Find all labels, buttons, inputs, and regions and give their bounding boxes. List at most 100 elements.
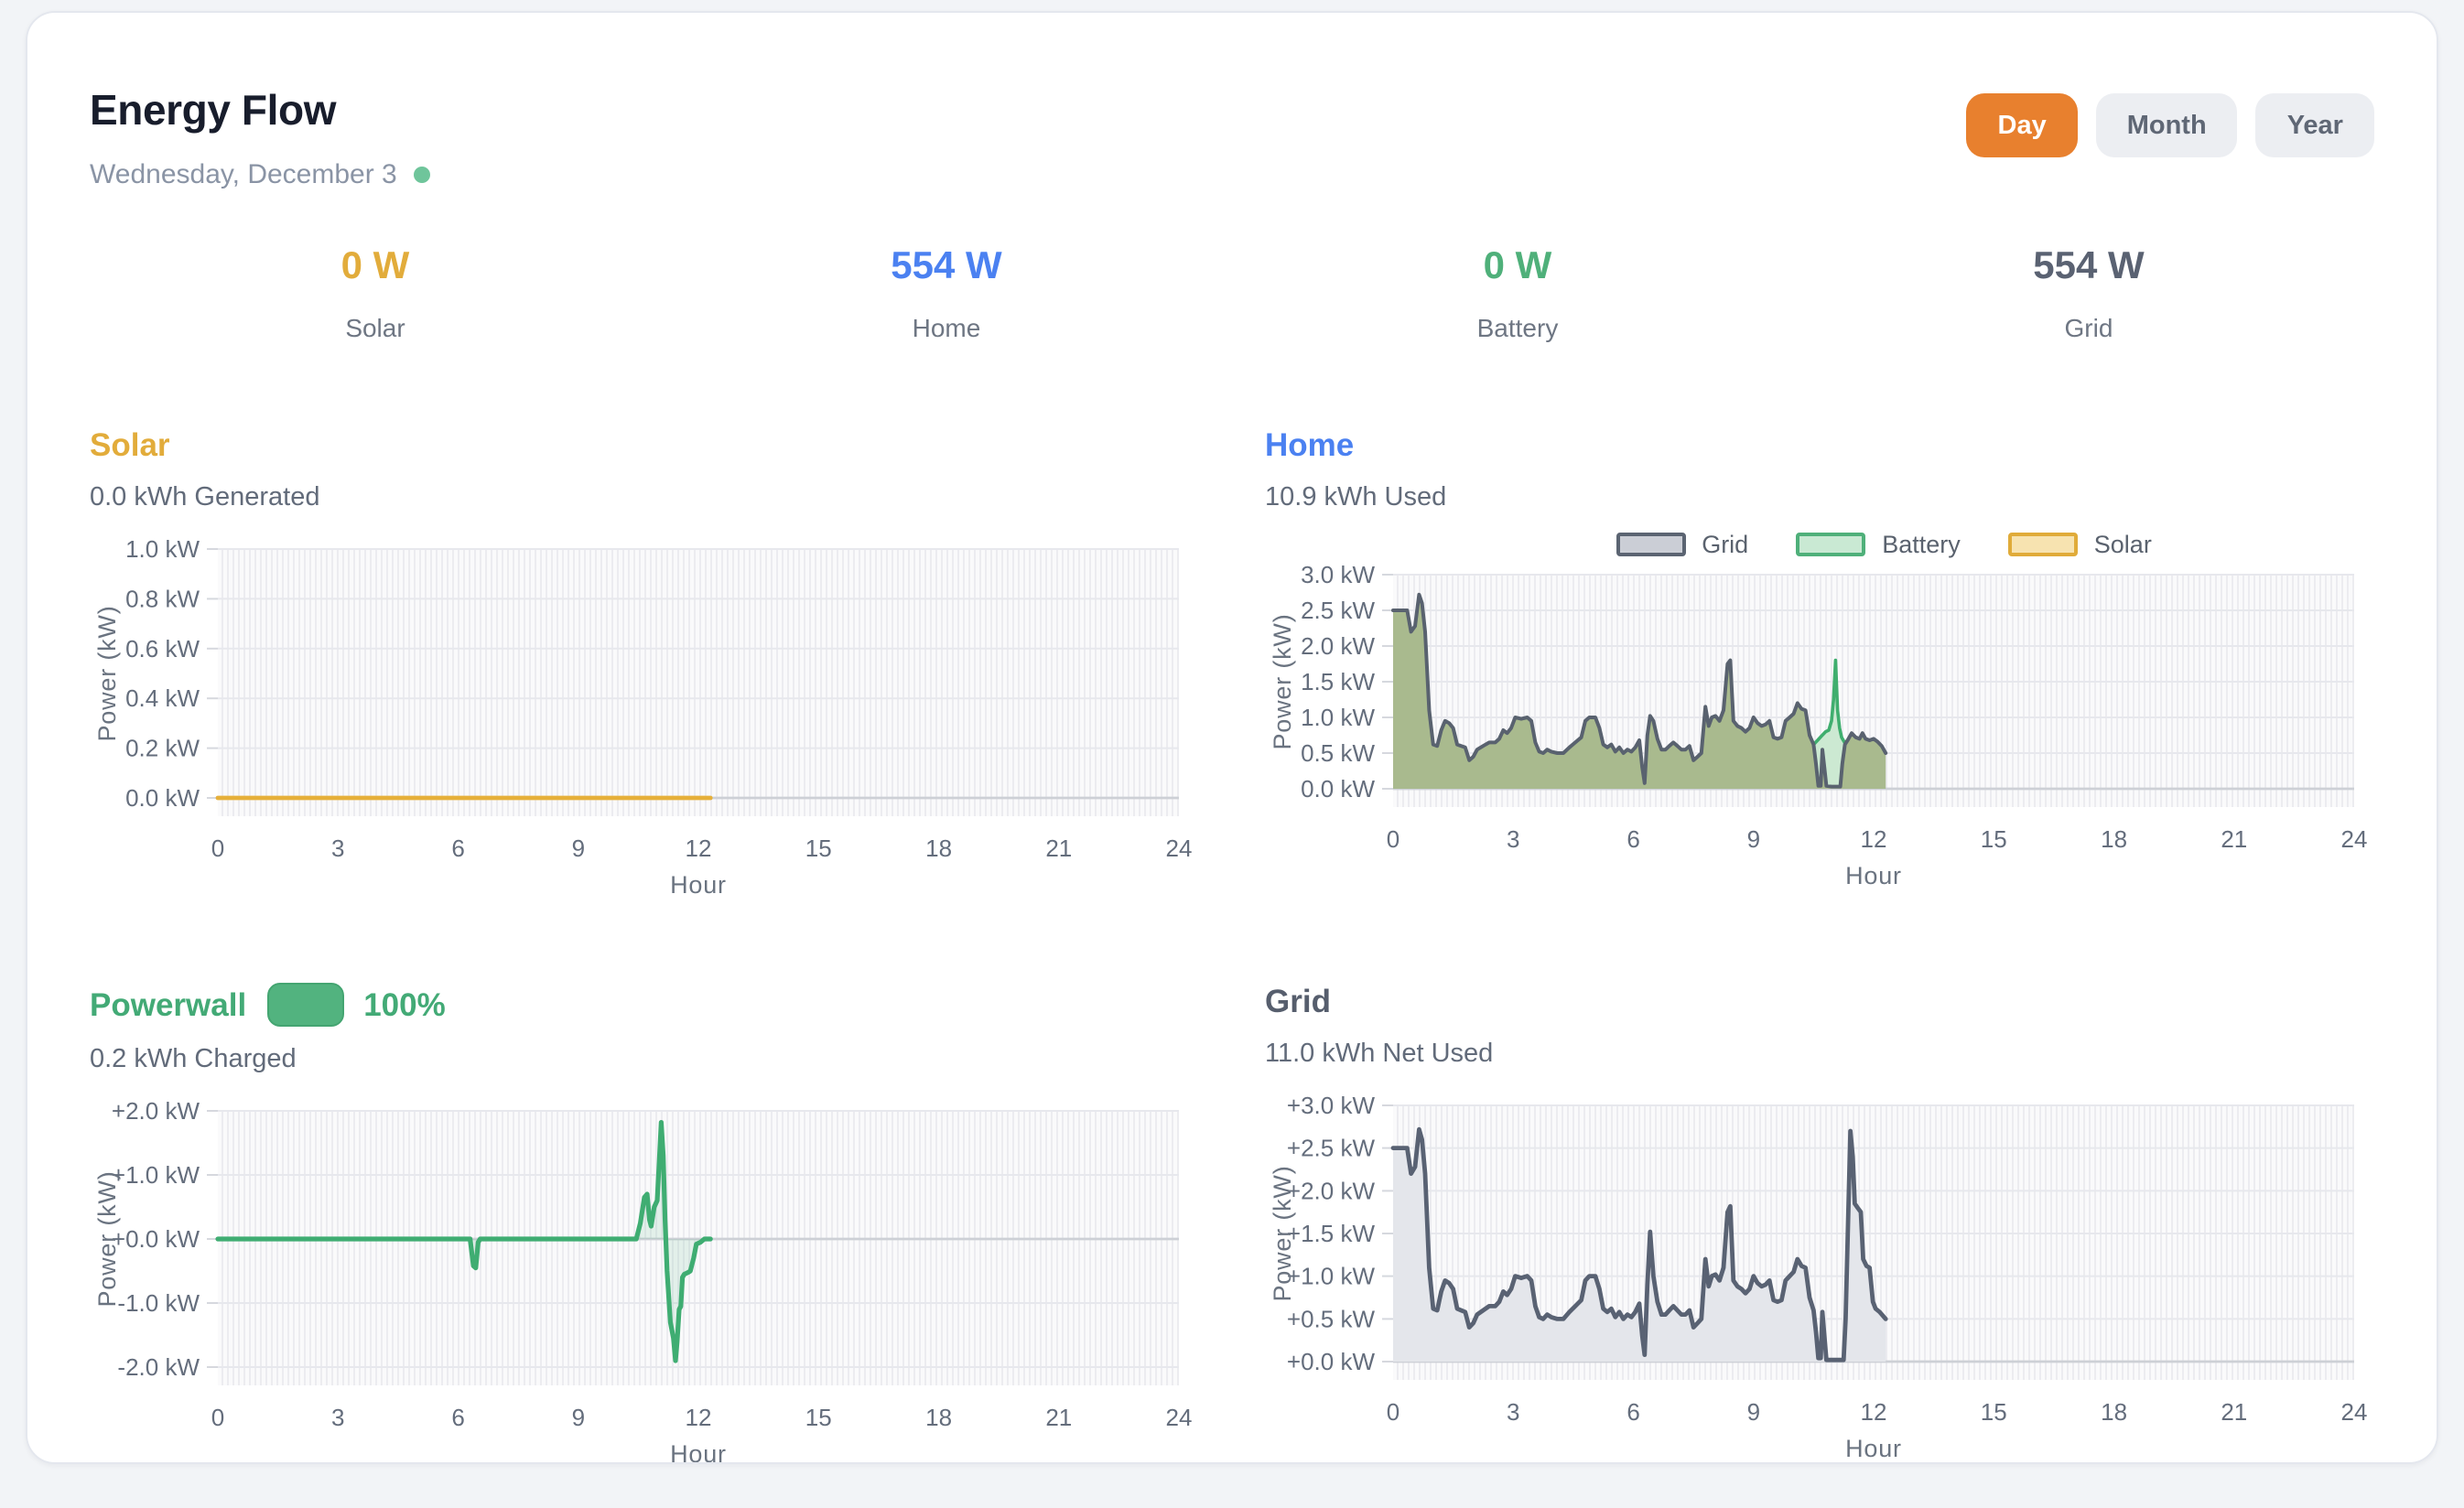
svg-text:12: 12 <box>686 835 712 862</box>
svg-text:9: 9 <box>572 1404 585 1431</box>
svg-text:0.0 kW: 0.0 kW <box>1301 775 1375 802</box>
svg-text:0: 0 <box>1387 1398 1400 1426</box>
svg-text:2.5 kW: 2.5 kW <box>1301 597 1375 624</box>
battery-level-icon <box>266 983 344 1027</box>
svg-text:+3.0 kW: +3.0 kW <box>1287 1094 1376 1119</box>
stat-solar: 0 W Solar <box>90 245 661 342</box>
home-chart-plot: 3.0 kW 2.5 kW 2.0 kW 1.5 kW 1.0 kW 0.5 kW 0.0 … <box>1269 561 2367 889</box>
range-button-month[interactable]: Month <box>2095 93 2238 157</box>
home-chart-section: Home 10.9 kWh Used Grid Battery Solar <box>1265 426 2374 910</box>
svg-text:6: 6 <box>1626 1398 1639 1426</box>
svg-text:18: 18 <box>2101 825 2127 853</box>
svg-text:+1.0 kW: +1.0 kW <box>112 1161 200 1189</box>
svg-text:0: 0 <box>211 1404 224 1431</box>
svg-text:Power (kW): Power (kW) <box>93 1171 121 1308</box>
legend-swatch-grid <box>1616 532 1686 555</box>
svg-text:15: 15 <box>1981 825 2007 853</box>
svg-text:18: 18 <box>925 1404 952 1431</box>
stat-solar-label: Solar <box>345 313 405 342</box>
home-chart: 3.0 kW 2.5 kW 2.0 kW 1.5 kW 1.0 kW 0.5 kW 0.0 … <box>1265 561 2374 900</box>
svg-text:+0.5 kW: +0.5 kW <box>1287 1305 1376 1332</box>
page-title: Energy Flow <box>90 86 337 134</box>
svg-text:+1.5 kW: +1.5 kW <box>1287 1220 1376 1247</box>
svg-text:24: 24 <box>2341 1398 2368 1426</box>
powerwall-title-text: Powerwall <box>90 986 247 1022</box>
svg-text:0.8 kW: 0.8 kW <box>125 585 200 612</box>
svg-text:24: 24 <box>1166 835 1193 862</box>
energy-flow-card: Energy Flow Wednesday, December 3 Day Mo… <box>26 11 2438 1464</box>
svg-text:0: 0 <box>1387 825 1400 853</box>
svg-text:18: 18 <box>2101 1398 2127 1426</box>
grid-chart-plot: +3.0 kW +2.5 kW +2.0 kW +1.5 kW +1.0 kW +0.5 … <box>1269 1092 2368 1462</box>
stat-home-label: Home <box>912 313 981 342</box>
svg-text:2.0 kW: 2.0 kW <box>1301 632 1375 660</box>
svg-text:6: 6 <box>1626 825 1639 853</box>
svg-text:9: 9 <box>572 835 585 862</box>
svg-text:0.4 kW: 0.4 kW <box>125 684 200 712</box>
legend-label-grid: Grid <box>1702 530 1749 557</box>
stat-battery-label: Battery <box>1476 313 1559 342</box>
svg-text:21: 21 <box>1045 1404 1072 1431</box>
stat-battery-value: 0 W <box>1483 245 1552 287</box>
svg-text:3: 3 <box>331 835 344 862</box>
svg-text:3: 3 <box>1507 825 1519 853</box>
grid-chart-section: Grid 11.0 kWh Net Used +3.0 kW +2.5 kW +2.… <box>1265 983 2374 1462</box>
svg-text:6: 6 <box>451 1404 464 1431</box>
range-button-day[interactable]: Day <box>1966 93 2078 157</box>
solar-chart-plot: 1.0 kW 0.8 kW 0.6 kW 0.4 kW 0.2 kW 0.0 kW 0 3 6 9… <box>93 535 1193 899</box>
date-row: Wednesday, December 3 <box>90 159 430 190</box>
svg-text:Power (kW): Power (kW) <box>93 606 121 742</box>
legend-label-battery: Battery <box>1882 530 1961 557</box>
svg-text:Hour: Hour <box>670 1440 727 1464</box>
legend-swatch-solar <box>2007 532 2078 555</box>
stat-solar-value: 0 W <box>340 245 410 287</box>
svg-text:1.0 kW: 1.0 kW <box>1301 704 1375 731</box>
svg-text:3: 3 <box>331 1404 344 1431</box>
svg-text:0.6 kW: 0.6 kW <box>125 635 200 662</box>
solar-chart-title: Solar <box>90 426 170 463</box>
grid-chart-subtitle: 11.0 kWh Net Used <box>1265 1039 1494 1069</box>
stat-home-value: 554 W <box>891 245 1002 287</box>
range-button-year[interactable]: Year <box>2255 93 2374 157</box>
solar-chart-section: Solar 0.0 kWh Generated 1.0 kW 0.8 kW 0.6 … <box>90 426 1199 910</box>
header-left: Energy Flow Wednesday, December 3 <box>90 86 430 190</box>
svg-text:12: 12 <box>1861 1398 1887 1426</box>
battery-percent: 100% <box>363 986 446 1022</box>
stat-grid-label: Grid <box>2064 313 2113 342</box>
svg-text:1.5 kW: 1.5 kW <box>1301 668 1375 695</box>
svg-text:Hour: Hour <box>670 871 727 899</box>
powerwall-chart: +2.0 kW +1.0 kW +0.0 kW -1.0 kW -2.0 kW 0 3 6 9 1… <box>90 1097 1199 1464</box>
legend-label-solar: Solar <box>2093 530 2152 557</box>
svg-text:21: 21 <box>1045 835 1072 862</box>
svg-text:15: 15 <box>805 835 832 862</box>
powerwall-chart-subtitle: 0.2 kWh Charged <box>90 1045 297 1074</box>
svg-text:6: 6 <box>451 835 464 862</box>
svg-text:9: 9 <box>1747 825 1760 853</box>
stat-battery: 0 W Battery <box>1232 245 1803 342</box>
stat-grid-value: 554 W <box>2033 245 2145 287</box>
stats-row: 0 W Solar 554 W Home 0 W Battery 554 W G… <box>90 245 2374 342</box>
legend-item-grid: Grid <box>1616 530 1748 557</box>
svg-text:+2.0 kW: +2.0 kW <box>112 1100 200 1125</box>
svg-text:+2.5 kW: +2.5 kW <box>1287 1135 1376 1162</box>
svg-text:15: 15 <box>805 1404 832 1431</box>
svg-text:-2.0 kW: -2.0 kW <box>117 1353 200 1381</box>
card-header: Energy Flow Wednesday, December 3 Day Mo… <box>90 86 2374 190</box>
solar-chart: 1.0 kW 0.8 kW 0.6 kW 0.4 kW 0.2 kW 0.0 kW 0 3 6 9… <box>90 535 1199 910</box>
svg-text:21: 21 <box>2221 825 2247 853</box>
charts-grid: Solar 0.0 kWh Generated 1.0 kW 0.8 kW 0.6 … <box>90 426 2374 1464</box>
svg-text:+2.0 kW: +2.0 kW <box>1287 1177 1376 1204</box>
home-chart-title: Home <box>1265 426 1355 463</box>
stat-home: 554 W Home <box>661 245 1232 342</box>
svg-text:21: 21 <box>2221 1398 2247 1426</box>
home-chart-subtitle: 10.9 kWh Used <box>1265 483 1447 512</box>
svg-text:0.2 kW: 0.2 kW <box>125 735 200 762</box>
powerwall-chart-plot: +2.0 kW +1.0 kW +0.0 kW -1.0 kW -2.0 kW 0 3 6 9 1… <box>93 1097 1192 1464</box>
svg-text:3.0 kW: 3.0 kW <box>1301 564 1375 588</box>
stat-grid: 554 W Grid <box>1803 245 2374 342</box>
grid-chart: +3.0 kW +2.5 kW +2.0 kW +1.5 kW +1.0 kW +0.5 … <box>1265 1092 2374 1462</box>
legend-item-battery: Battery <box>1796 530 1961 557</box>
svg-text:1.0 kW: 1.0 kW <box>125 538 200 563</box>
svg-text:0: 0 <box>211 835 224 862</box>
powerwall-chart-section: Powerwall 100% 0.2 kWh Charged +2.0 kW +1… <box>90 983 1199 1464</box>
